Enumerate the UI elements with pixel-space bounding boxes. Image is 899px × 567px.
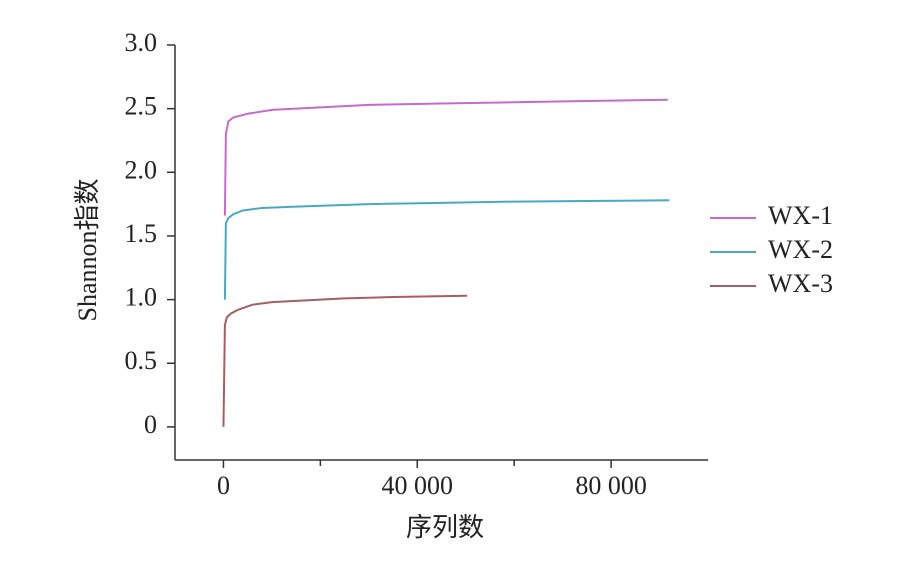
legend-label: WX-3 — [768, 269, 833, 298]
y-tick-label: 1.5 — [125, 219, 158, 248]
legend-label: WX-2 — [768, 235, 833, 264]
x-tick-label: 40 000 — [382, 471, 454, 500]
y-tick-label: 2.0 — [125, 155, 158, 184]
y-tick-label: 2.5 — [125, 92, 158, 121]
legend-label: WX-1 — [768, 201, 833, 230]
x-tick-label: 0 — [217, 471, 230, 500]
series-line — [223, 199, 670, 300]
y-tick-label: 1.0 — [125, 283, 158, 312]
series-line — [222, 294, 468, 427]
y-tick-label: 3.0 — [125, 28, 158, 57]
y-tick-label: 0.5 — [125, 346, 158, 375]
y-axis-label: Shannon指数 — [73, 178, 102, 321]
y-tick-label: 0 — [144, 410, 157, 439]
x-tick-label: 80 000 — [575, 471, 647, 500]
x-axis-label: 序列数 — [406, 513, 484, 542]
series-line — [223, 98, 668, 216]
